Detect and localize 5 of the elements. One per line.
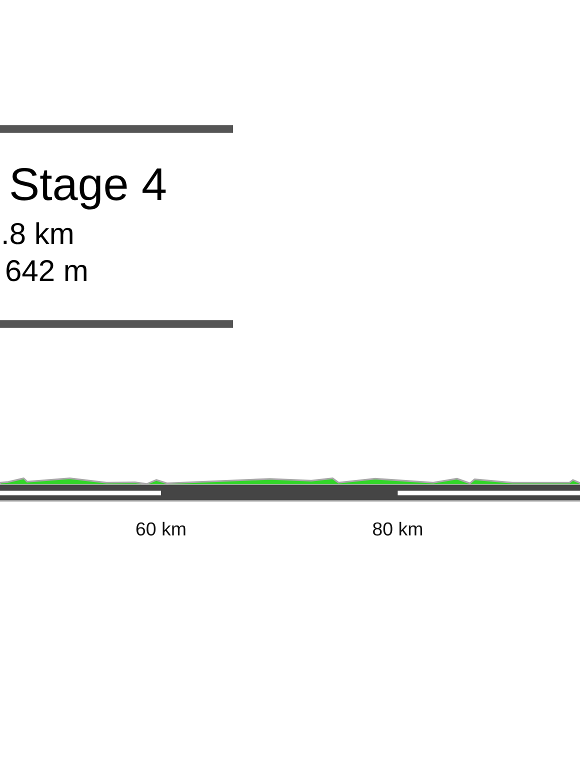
text: 642 m bbox=[6, 260, 86, 282]
x-tick-label: 60 km bbox=[136, 522, 186, 536]
x-tick-label: 80 km bbox=[373, 522, 422, 536]
text: .8 km bbox=[4, 222, 72, 244]
chart-title: Stage 4 bbox=[11, 168, 166, 210]
